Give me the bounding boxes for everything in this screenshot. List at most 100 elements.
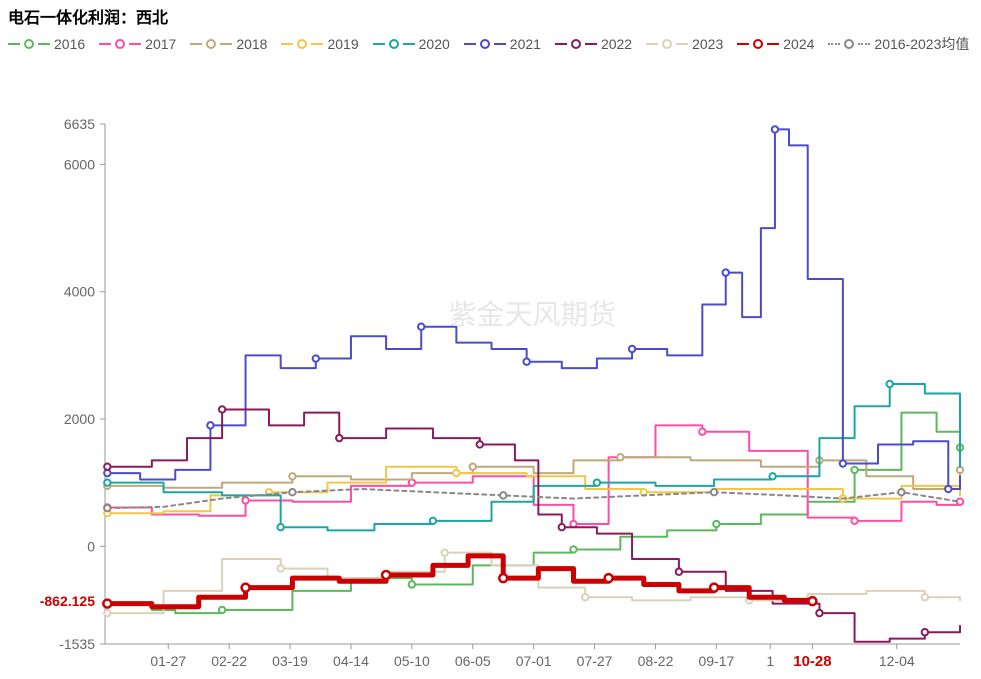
series-marker [617, 454, 623, 460]
series-marker [922, 629, 928, 635]
svg-text:6000: 6000 [64, 156, 95, 172]
series-marker [470, 464, 476, 470]
legend-line-icon [99, 43, 111, 45]
series-marker [289, 489, 295, 495]
svg-text:05-10: 05-10 [394, 653, 430, 669]
legend-line-icon [767, 43, 779, 45]
series-marker [840, 460, 846, 466]
series-marker [104, 479, 110, 485]
legend-item-2023[interactable]: 2023 [646, 36, 723, 52]
svg-text:紫金天风期货: 紫金天风期货 [448, 299, 616, 330]
legend-marker-icon [24, 39, 34, 49]
legend-item-avg[interactable]: 2016-2023均值 [828, 34, 969, 54]
series-marker [699, 429, 705, 435]
legend-line-icon [737, 43, 749, 45]
legend-marker-icon [844, 39, 854, 49]
series-marker [594, 479, 600, 485]
series-marker [629, 346, 635, 352]
series-marker [277, 565, 283, 571]
svg-text:02-22: 02-22 [211, 653, 247, 669]
series-marker [772, 126, 778, 132]
legend-label: 2016 [54, 36, 85, 52]
legend-label: 2024 [783, 36, 814, 52]
series-marker [477, 441, 483, 447]
series-marker [382, 571, 390, 579]
series-marker [769, 473, 775, 479]
series-marker [242, 584, 250, 592]
legend-item-2020[interactable]: 2020 [373, 36, 450, 52]
legend-line-icon [373, 43, 385, 45]
legend-label: 2017 [145, 36, 176, 52]
legend-line-icon [464, 43, 476, 45]
series-marker [713, 521, 719, 527]
legend-line-icon [129, 43, 141, 45]
legend-marker-icon [115, 39, 125, 49]
series-marker [104, 505, 110, 511]
svg-text:04-14: 04-14 [333, 653, 369, 669]
series-marker [219, 607, 225, 613]
legend-line-icon [676, 43, 688, 45]
svg-text:1: 1 [766, 653, 774, 669]
series-marker [570, 546, 576, 552]
series-marker [242, 497, 248, 503]
legend-line-icon [494, 43, 506, 45]
series-marker [277, 524, 283, 530]
svg-text:10-28: 10-28 [793, 653, 831, 670]
series-marker [808, 597, 816, 605]
legend-item-2016[interactable]: 2016 [8, 36, 85, 52]
series-marker [711, 489, 717, 495]
legend-marker-icon [389, 39, 399, 49]
legend-item-2021[interactable]: 2021 [464, 36, 541, 52]
series-marker [104, 464, 110, 470]
legend-label: 2018 [236, 36, 267, 52]
legend-line-icon [311, 43, 323, 45]
svg-text:-1535: -1535 [59, 636, 95, 652]
legend-label: 2019 [327, 36, 358, 52]
legend-marker-icon [480, 39, 490, 49]
svg-text:6635: 6635 [64, 116, 95, 132]
chart-title: 电石一体化利润：西北 [0, 0, 981, 32]
svg-text:-862.125: -862.125 [40, 593, 95, 609]
svg-text:4000: 4000 [64, 284, 95, 300]
legend-line-icon [858, 43, 870, 45]
legend-line-icon [555, 43, 567, 45]
series-marker [922, 594, 928, 600]
series-marker [219, 406, 225, 412]
series-marker [723, 269, 729, 275]
legend-item-2022[interactable]: 2022 [555, 36, 632, 52]
series-marker [582, 594, 588, 600]
legend-line-icon [585, 43, 597, 45]
svg-text:2000: 2000 [64, 411, 95, 427]
series-marker [816, 610, 822, 616]
svg-text:0: 0 [87, 538, 95, 554]
line-chart-svg: -153502000400060006635-862.12501-2702-22… [0, 54, 981, 679]
legend-item-2018[interactable]: 2018 [190, 36, 267, 52]
legend-line-icon [38, 43, 50, 45]
legend-line-icon [281, 43, 293, 45]
series-marker [887, 381, 893, 387]
legend-line-icon [8, 43, 20, 45]
legend-item-2019[interactable]: 2019 [281, 36, 358, 52]
legend-marker-icon [753, 39, 763, 49]
series-marker [104, 610, 110, 616]
series-marker [430, 518, 436, 524]
series-marker [851, 467, 857, 473]
series-marker [898, 489, 904, 495]
legend-marker-icon [206, 39, 216, 49]
series-marker [336, 435, 342, 441]
series-marker [851, 518, 857, 524]
series-marker [313, 355, 319, 361]
svg-text:03-19: 03-19 [272, 653, 308, 669]
legend-line-icon [646, 43, 658, 45]
legend-item-2017[interactable]: 2017 [99, 36, 176, 52]
svg-text:06-05: 06-05 [455, 653, 491, 669]
legend-line-icon [190, 43, 202, 45]
legend: 2016 2017 2018 2019 2020 2021 2022 2023 2024 2016… [0, 32, 981, 54]
series-marker [710, 584, 718, 592]
legend-item-2024[interactable]: 2024 [737, 36, 814, 52]
legend-label: 2023 [692, 36, 723, 52]
svg-text:12-04: 12-04 [879, 653, 915, 669]
series-marker [605, 574, 613, 582]
svg-text:07-27: 07-27 [577, 653, 613, 669]
legend-marker-icon [662, 39, 672, 49]
